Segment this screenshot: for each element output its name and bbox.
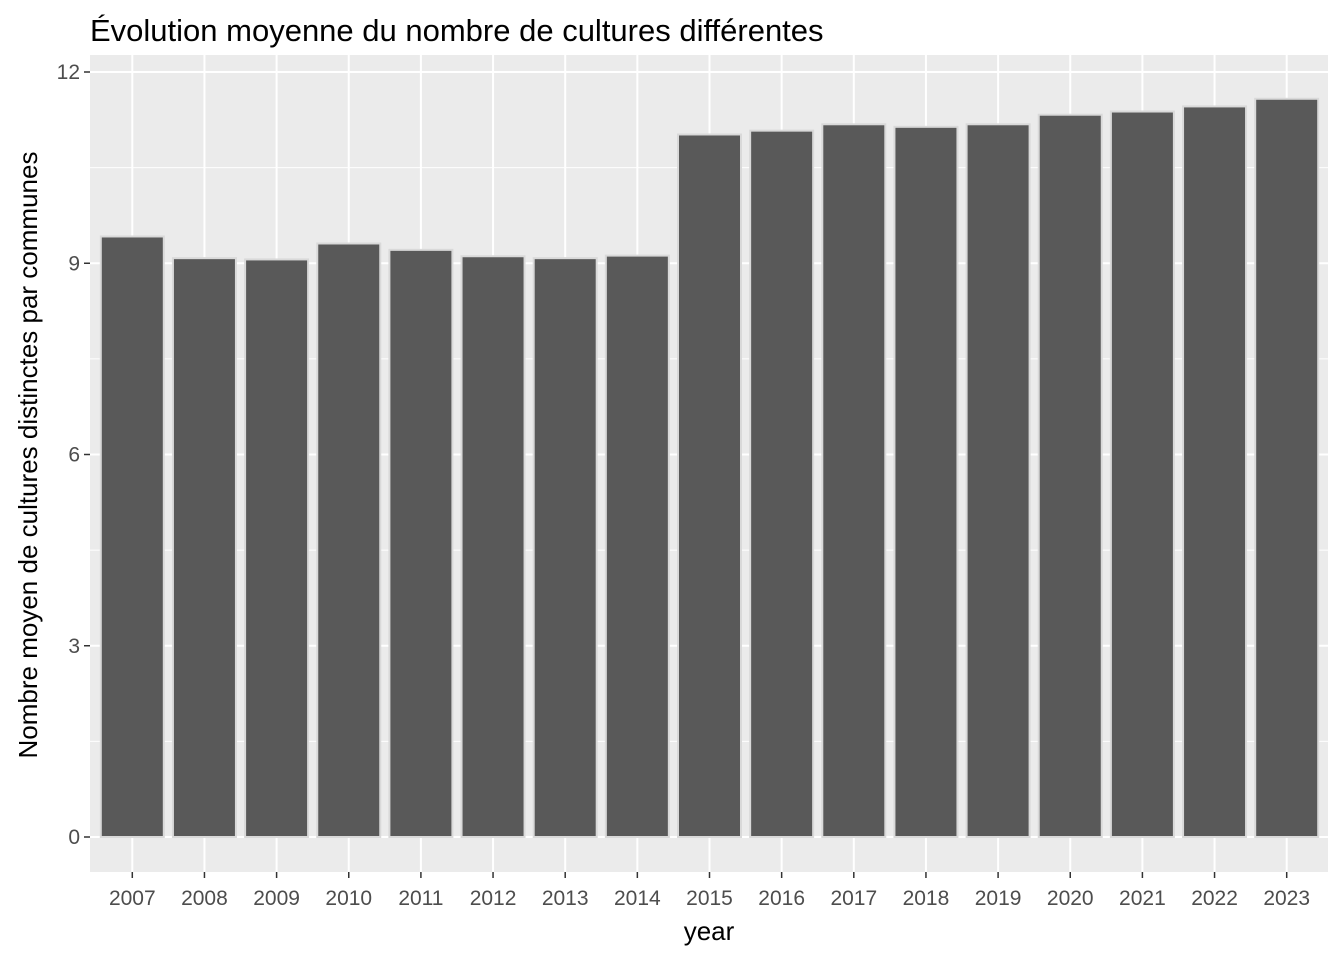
x-tick-label: 2015 xyxy=(686,887,733,910)
y-tick-label: 9 xyxy=(68,252,80,275)
x-tick-label: 2023 xyxy=(1263,887,1310,910)
bar-2008 xyxy=(171,257,237,838)
x-tick-label: 2021 xyxy=(1119,887,1166,910)
x-tick-label: 2008 xyxy=(181,887,228,910)
x-tick-label: 2012 xyxy=(470,887,517,910)
x-tick-label: 2009 xyxy=(253,887,300,910)
x-tick-label: 2011 xyxy=(398,887,443,910)
x-tick-label: 2016 xyxy=(758,887,805,910)
bar-2010 xyxy=(316,242,382,839)
bar-2014 xyxy=(604,254,670,839)
bar-2013 xyxy=(532,257,598,838)
y-tick-label: 6 xyxy=(68,444,80,467)
bar-2009 xyxy=(244,258,310,838)
chart-title: Évolution moyenne du nombre de cultures … xyxy=(90,13,824,48)
bar-2021 xyxy=(1109,110,1175,838)
x-tick-label: 2013 xyxy=(542,887,589,910)
x-tick-label: 2010 xyxy=(325,887,372,910)
y-tick-label: 12 xyxy=(57,61,80,84)
x-tick-label: 2017 xyxy=(830,887,877,910)
x-axis: 2007 2008 2009 2010 2011 2012 2013 2014 2015 2016… xyxy=(109,872,1310,910)
x-axis-title: year xyxy=(684,916,735,946)
bar-2023 xyxy=(1254,97,1320,838)
x-tick-label: 2018 xyxy=(903,887,950,910)
bar-2017 xyxy=(821,123,887,838)
x-tick-label: 2022 xyxy=(1191,887,1238,910)
y-axis: 0 3 6 9 12 xyxy=(57,61,90,849)
bar-2020 xyxy=(1037,113,1103,838)
bar-2016 xyxy=(749,129,815,838)
x-tick-label: 2020 xyxy=(1047,887,1094,910)
x-tick-label: 2007 xyxy=(109,887,156,910)
bar-2012 xyxy=(460,255,526,838)
bar-2019 xyxy=(965,123,1031,838)
bar-2018 xyxy=(893,125,959,838)
bar-2007 xyxy=(99,235,165,839)
y-axis-title: Nombre moyen de cultures distinctes par … xyxy=(13,152,43,759)
bar-2011 xyxy=(388,248,454,839)
y-tick-label: 3 xyxy=(68,635,80,658)
bars xyxy=(99,97,1320,839)
y-tick-label: 0 xyxy=(68,826,80,849)
bar-2022 xyxy=(1182,105,1248,839)
x-tick-label: 2019 xyxy=(975,887,1022,910)
x-tick-label: 2014 xyxy=(614,887,661,910)
bar-2015 xyxy=(677,133,742,839)
